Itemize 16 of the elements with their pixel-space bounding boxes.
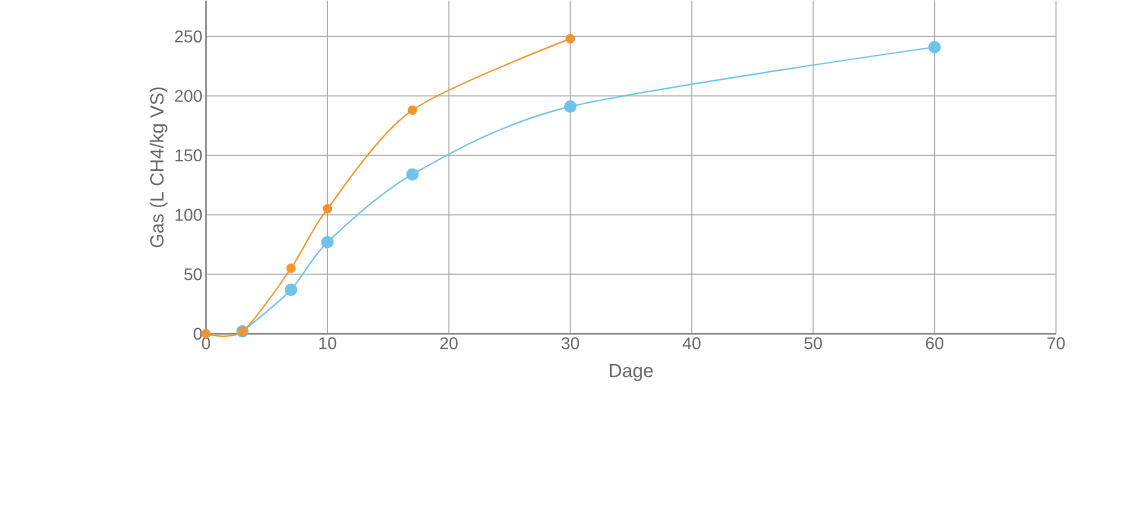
- x-tick-label: 40: [682, 337, 701, 350]
- x-tick-label: 0: [201, 337, 211, 350]
- x-tick-label: 30: [561, 337, 580, 350]
- y-tick-label: 100: [175, 208, 202, 221]
- y-tick-label: 250: [175, 30, 202, 43]
- x-tick-label: 10: [319, 337, 337, 350]
- x-tick-label: 70: [1047, 337, 1065, 350]
- y-tick-label: 0: [193, 327, 202, 340]
- x-tick-label: 50: [804, 337, 822, 350]
- y-tick-label: 50: [184, 268, 202, 281]
- x-tick-label: 60: [926, 337, 944, 350]
- x-axis-title: Dage: [609, 364, 653, 382]
- y-tick-label: 200: [175, 90, 202, 103]
- y-tick-label: 150: [175, 149, 202, 162]
- x-tick-label: 20: [440, 337, 458, 350]
- y-axis-title: Gas (L CH4/kg VS): [149, 87, 168, 248]
